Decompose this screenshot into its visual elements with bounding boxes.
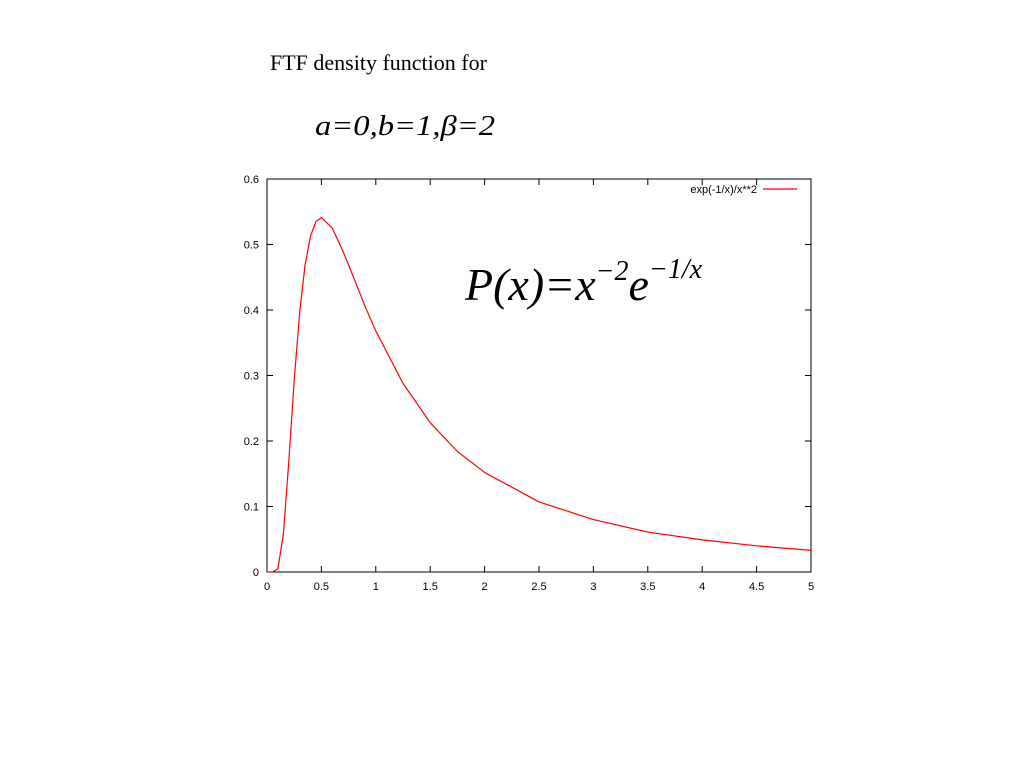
plot-frame [266,178,812,573]
x-tick-label: 1 [373,581,379,593]
x-tick-label: 3 [590,581,596,593]
series-line [267,217,812,573]
formula-sup: −2 [596,256,629,287]
formula-sup: −1/x [649,254,703,285]
x-tick-label: 4 [699,581,705,593]
y-tick-label: 0.3 [244,371,259,383]
x-tick-label: 3.5 [640,581,655,593]
legend-label: exp(-1/x)/x**2 [690,184,757,196]
formula-part: e [629,259,649,310]
y-tick-label: 0.1 [244,502,259,514]
x-tick-label: 2 [482,581,488,593]
x-tick-label: 2.5 [531,581,546,593]
y-tick-label: 0.4 [244,305,259,317]
x-tick-label: 1.5 [423,581,438,593]
x-tick-label: 0.5 [314,581,329,593]
slide-heading: FTF density function for [270,50,488,75]
x-tick-label: 0 [264,581,270,593]
x-tick-label: 5 [808,581,814,593]
formula-part: P(x)=x [464,259,596,310]
x-tick-label: 4.5 [749,581,764,593]
y-tick-label: 0.6 [244,174,259,186]
formula: P(x)=x−2e−1/x [464,254,703,310]
y-tick-label: 0.2 [244,436,259,448]
y-tick-label: 0 [253,567,259,579]
parameters: a=0,b=1,β=2 [315,111,495,142]
y-tick-label: 0.5 [244,240,259,252]
